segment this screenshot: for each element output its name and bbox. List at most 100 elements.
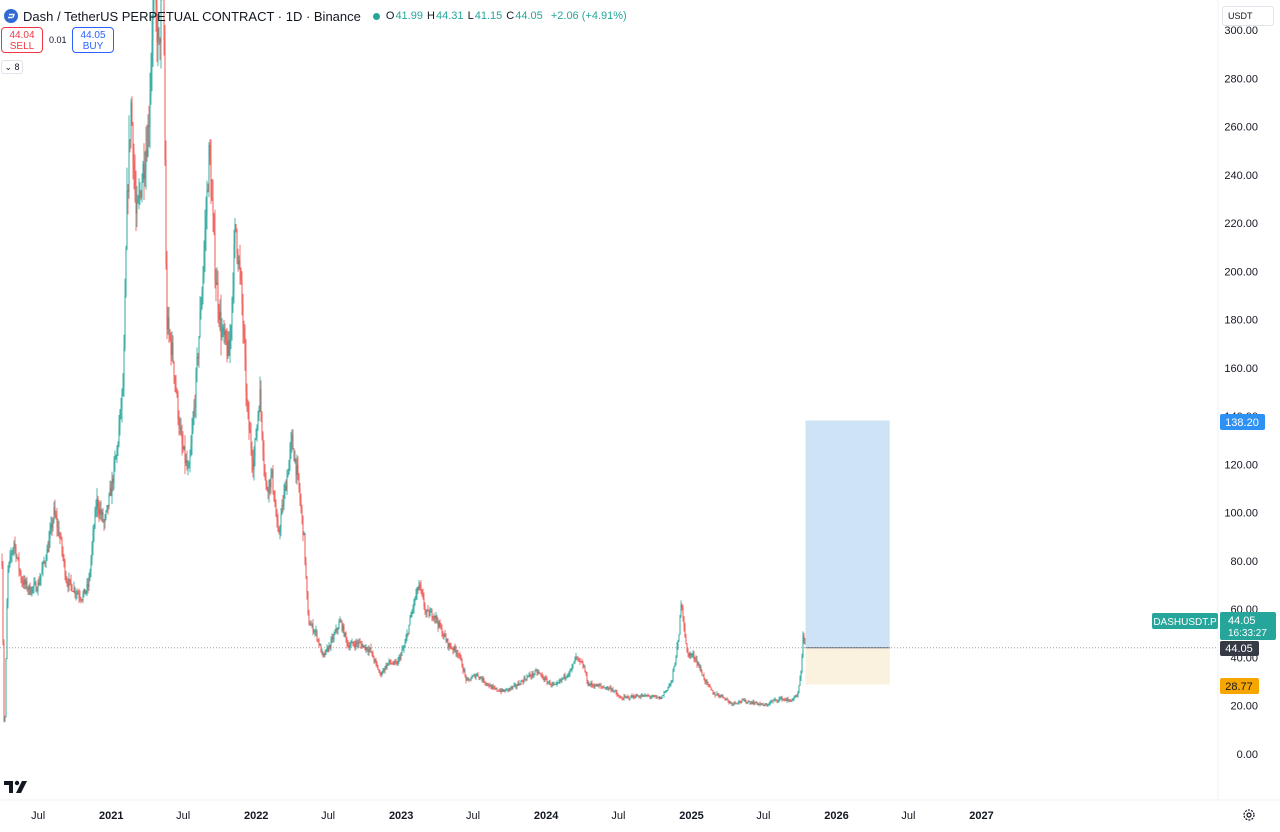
candle-body [462, 667, 464, 672]
candle-body [239, 260, 241, 271]
candle-body [358, 642, 360, 645]
candle-body [405, 637, 407, 644]
time-tick-label: 2024 [534, 810, 559, 822]
settings-gear-icon[interactable] [1242, 808, 1256, 822]
price-tick-label: 300.00 [1224, 25, 1258, 37]
buy-button[interactable]: 44.05 BUY [72, 27, 114, 53]
candle-body [138, 193, 140, 200]
candle-body [174, 376, 176, 383]
candle-body [401, 649, 403, 654]
candle-body [654, 695, 656, 697]
candle-body [14, 542, 16, 547]
candle-body [55, 514, 57, 518]
indicators-toggle[interactable]: ⌄ 8 [1, 60, 23, 74]
symbol-title[interactable]: Dash / TetherUS PERPETUAL CONTRACT · 1D … [23, 8, 361, 24]
symbol-header: Dash / TetherUS PERPETUAL CONTRACT · 1D … [0, 6, 628, 26]
candle-body [800, 671, 802, 679]
candle-body [72, 591, 74, 593]
price-axis[interactable]: 0.0020.0040.0060.0080.00100.00120.00140.… [1224, 25, 1258, 761]
candle-body [425, 611, 427, 613]
candle-body [537, 672, 539, 674]
candle-body [799, 678, 801, 686]
candle-body [381, 672, 383, 675]
candle-body [29, 585, 31, 594]
buy-label: BUY [82, 41, 104, 52]
candle-body [278, 530, 280, 532]
time-tick-label: Jul [611, 810, 625, 822]
candle-body [479, 676, 481, 679]
candle-body [322, 651, 324, 656]
candle-body [139, 191, 141, 194]
time-axis[interactable]: Jul 2021 Jul 2022 Jul 2023 Jul 2024 Jul 2025 Jul 20… [31, 810, 994, 822]
candle-body [702, 674, 704, 676]
candle-body [90, 559, 92, 572]
candle-body [204, 229, 206, 252]
candle-body [586, 673, 588, 683]
high-value: 44.31 [435, 10, 464, 22]
candle-body [611, 689, 613, 691]
candle-body [96, 498, 98, 509]
candle-body [1, 560, 3, 567]
candle-body [80, 598, 82, 600]
candle-body [237, 253, 239, 265]
candle-body [148, 125, 150, 128]
candle-body [32, 587, 34, 588]
candle-body [365, 647, 367, 650]
candle-body [667, 687, 669, 691]
currency-selector[interactable]: USDT [1222, 6, 1274, 26]
bar-countdown: 16:33:27 [1228, 628, 1267, 639]
candle-body [538, 672, 540, 673]
candle-body [268, 479, 270, 493]
candle-body [546, 679, 548, 684]
candle-body [377, 665, 379, 670]
candle-body [516, 685, 518, 687]
candle-body [502, 689, 504, 692]
candle-body [228, 340, 230, 356]
candle-body [295, 458, 297, 476]
candle-body [766, 704, 768, 706]
candle-body [606, 686, 608, 689]
candle-body [350, 643, 352, 646]
candle-body [796, 695, 798, 696]
candle-body [628, 696, 630, 699]
candle-body [761, 703, 763, 705]
candle-body [798, 685, 800, 693]
candle-body [555, 684, 557, 685]
candle-body [548, 681, 550, 683]
candle-body [345, 632, 347, 639]
candle-body [414, 599, 416, 601]
candle-body [781, 697, 783, 701]
candle-body [347, 644, 349, 646]
candle-body [212, 200, 214, 215]
candle-body [53, 507, 55, 521]
candle-body [378, 669, 380, 672]
candle-body [222, 327, 224, 332]
candle-body [428, 610, 430, 617]
candle-body [320, 644, 322, 653]
candle-body [720, 695, 722, 697]
candle-body [6, 602, 8, 659]
candle-body [547, 682, 549, 684]
candle-body [764, 704, 766, 707]
candle-body [247, 402, 249, 413]
candle-body [275, 505, 277, 516]
candle-body [91, 546, 93, 560]
sell-button[interactable]: 44.04 SELL [1, 27, 43, 53]
target-zone[interactable] [805, 420, 890, 648]
candle-body [5, 658, 7, 717]
candle-body [411, 610, 413, 616]
candle-body [803, 635, 805, 643]
candle-body [676, 646, 678, 658]
candle-body [615, 690, 617, 693]
stop-zone[interactable] [805, 647, 890, 685]
candle-body [218, 309, 220, 320]
candle-body [97, 498, 99, 510]
tradingview-logo-icon[interactable] [3, 779, 29, 795]
candle-body [719, 696, 721, 698]
candle-body [64, 561, 66, 577]
candle-body [252, 461, 254, 470]
time-tick-label: Jul [756, 810, 770, 822]
candle-body [24, 579, 26, 585]
candle-body [713, 693, 715, 695]
